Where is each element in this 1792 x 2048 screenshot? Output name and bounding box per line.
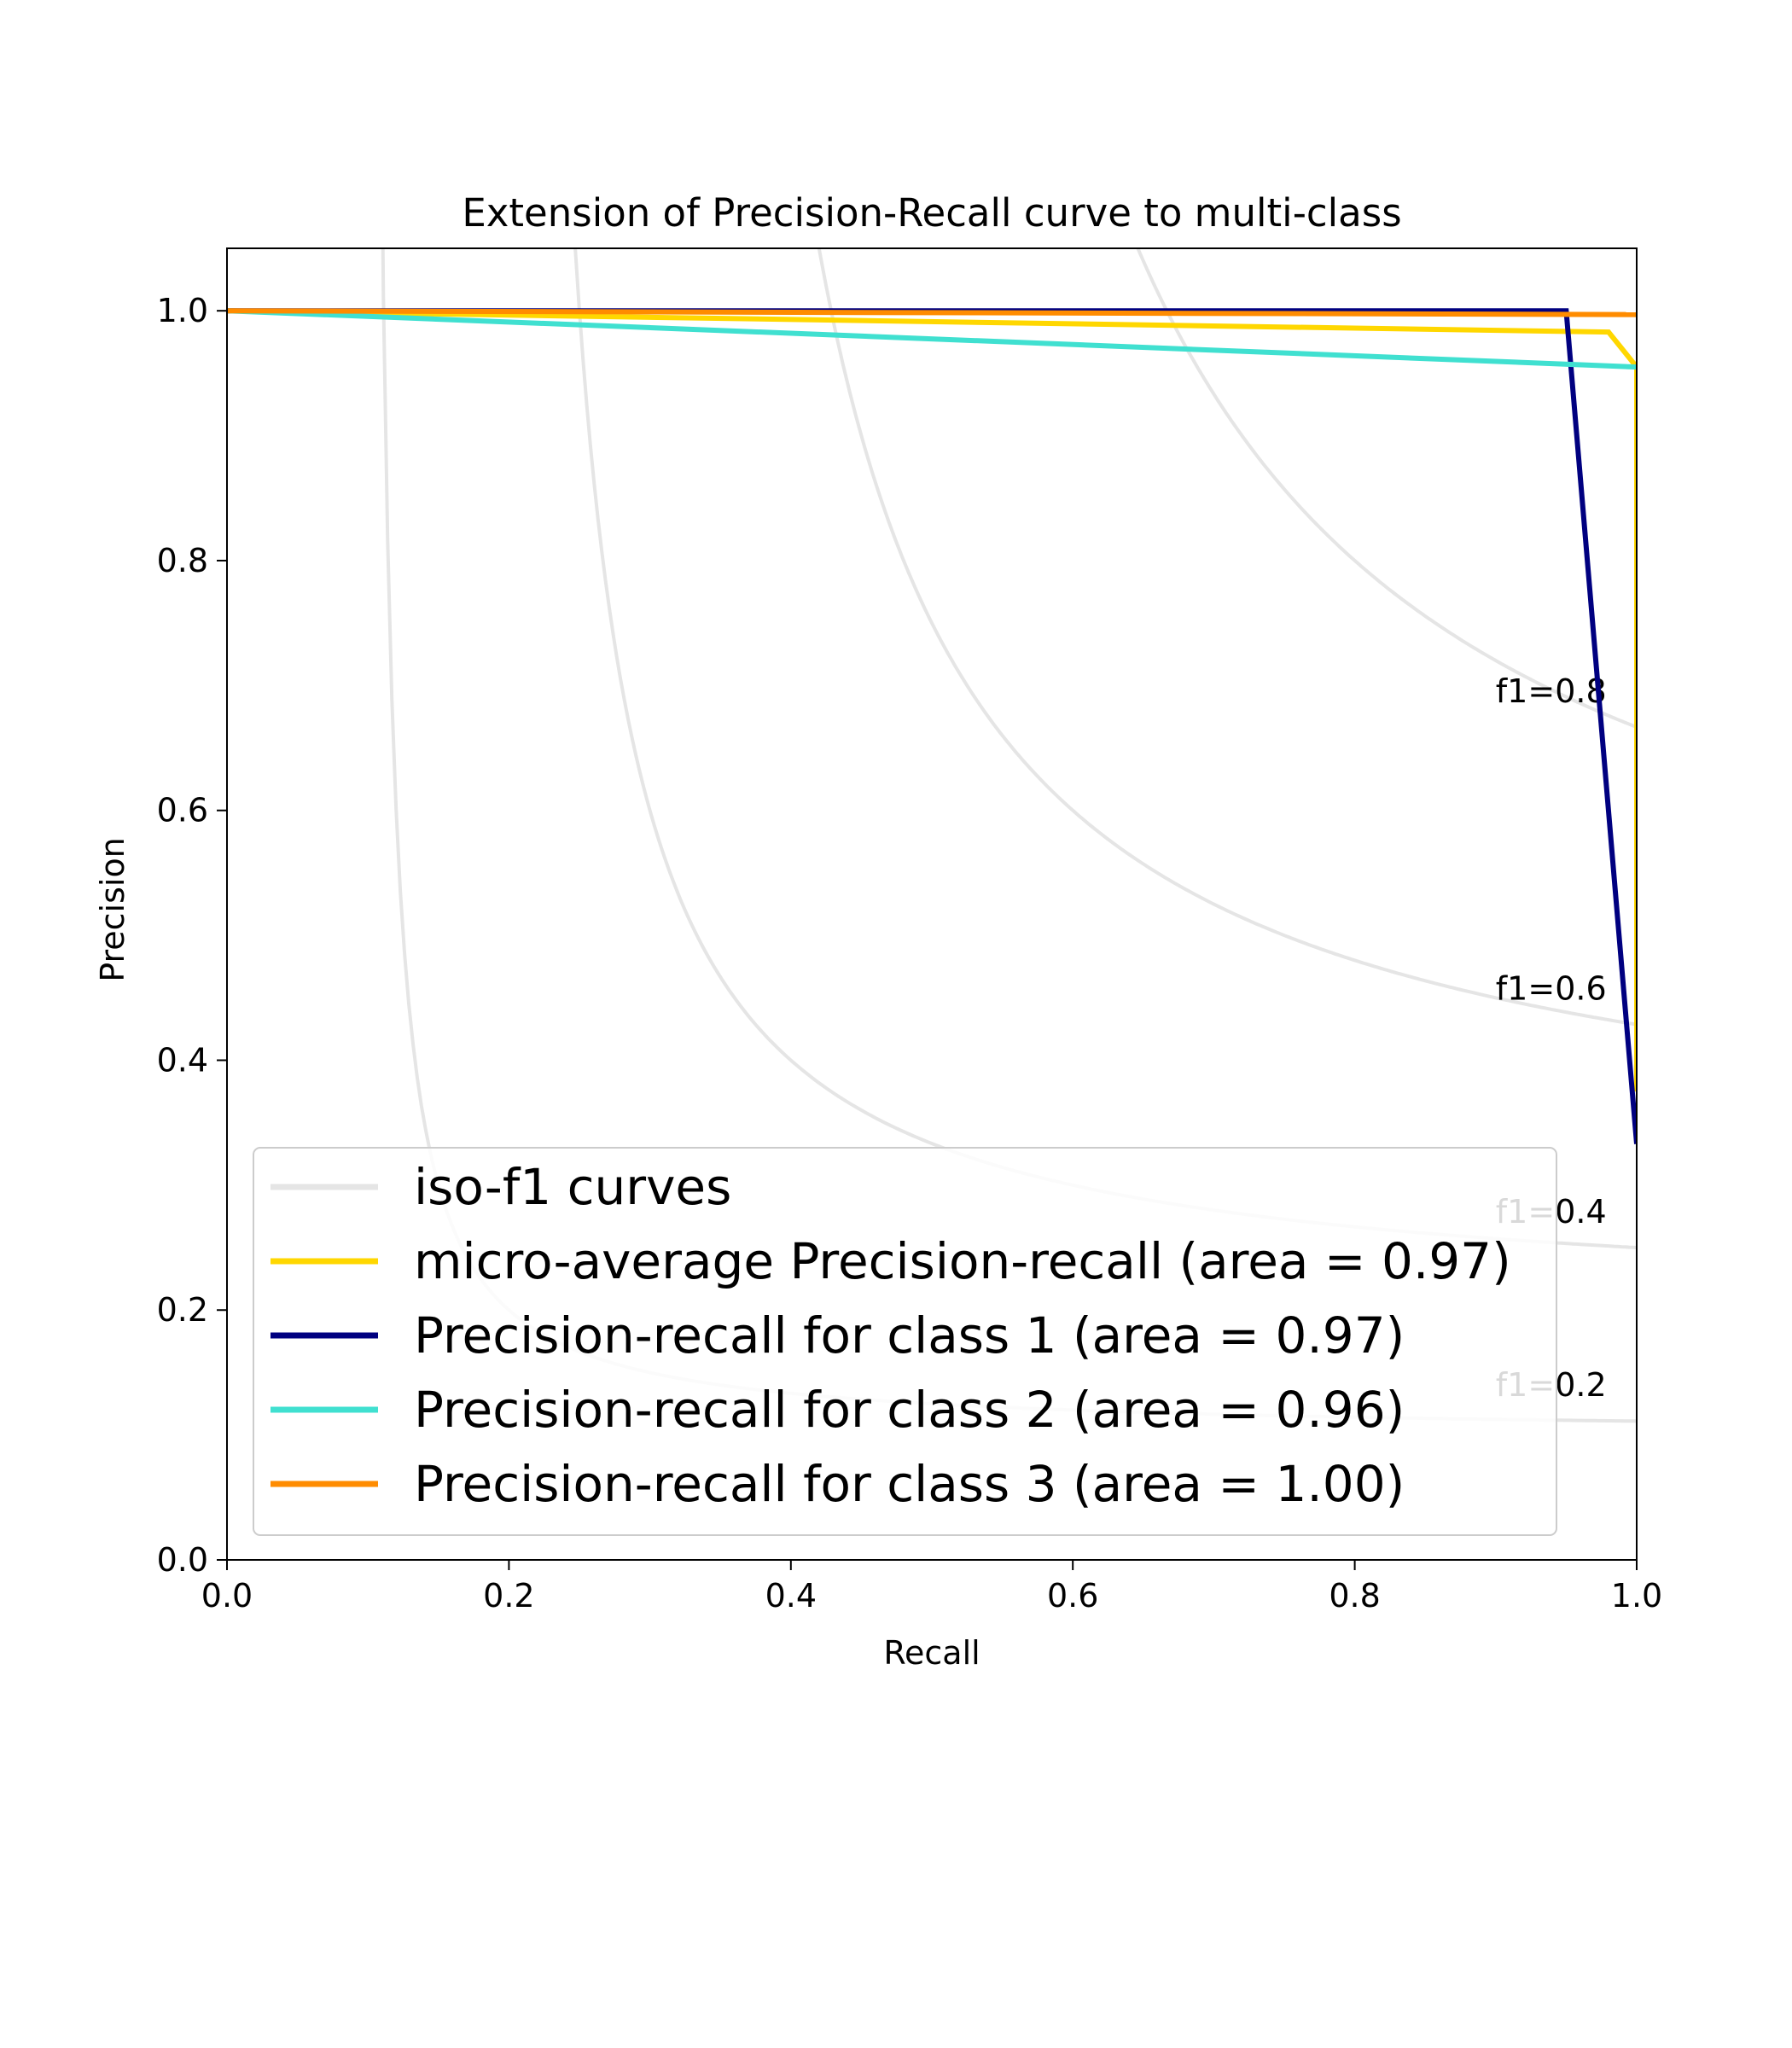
legend-entry-label: micro-average Precision-recall (area = 0…	[414, 1232, 1511, 1290]
series-lines	[227, 308, 1637, 1144]
x-tick-label: 0.6	[1047, 1577, 1098, 1615]
series-line	[227, 308, 1637, 317]
series-line	[227, 308, 1637, 1092]
series-line	[227, 308, 1637, 1144]
plot-frame	[226, 247, 1638, 1561]
iso-f1-curve	[1136, 248, 1637, 729]
legend-box	[253, 1147, 1557, 1536]
legend: iso-f1 curves micro-average Precision-rec…	[253, 1147, 1557, 1536]
y-tick-label: 1.0	[157, 292, 208, 329]
legend-entry-label: iso-f1 curves	[414, 1158, 731, 1216]
x-tick-label: 0.0	[201, 1577, 253, 1615]
x-tick-label: 0.8	[1329, 1577, 1380, 1615]
iso-f1-label: f1=0.8	[1496, 672, 1607, 710]
legend-entry-label: Precision-recall for class 2 (area = 0.9…	[414, 1381, 1405, 1439]
y-tick-label: 0.8	[157, 542, 208, 579]
chart-title: Extension of Precision-Recall curve to m…	[462, 190, 1401, 236]
x-tick-label: 0.4	[765, 1577, 817, 1615]
iso-f1-curve	[573, 248, 1637, 1249]
iso-f1-label: f1=0.6	[1496, 969, 1607, 1007]
x-tick-label: 0.2	[483, 1577, 534, 1615]
y-tick-label: 0.2	[157, 1291, 208, 1329]
y-axis-ticks: 0.0 0.2 0.4 0.6 0.8 1.0	[157, 292, 227, 1579]
y-tick-label: 0.6	[157, 792, 208, 829]
y-axis-label: Precision	[94, 837, 131, 982]
x-axis-ticks: 0.0 0.2 0.4 0.6 0.8 1.0	[201, 1560, 1662, 1615]
iso-f1-curve	[817, 248, 1637, 1027]
x-axis-label: Recall	[883, 1634, 980, 1672]
legend-entry-label: Precision-recall for class 1 (area = 0.9…	[414, 1306, 1405, 1364]
y-tick-label: 0.0	[157, 1541, 208, 1579]
series-line	[227, 308, 1637, 370]
x-tick-label: 1.0	[1611, 1577, 1662, 1615]
y-tick-label: 0.4	[157, 1041, 208, 1079]
legend-entry-label: Precision-recall for class 3 (area = 1.0…	[414, 1455, 1405, 1513]
